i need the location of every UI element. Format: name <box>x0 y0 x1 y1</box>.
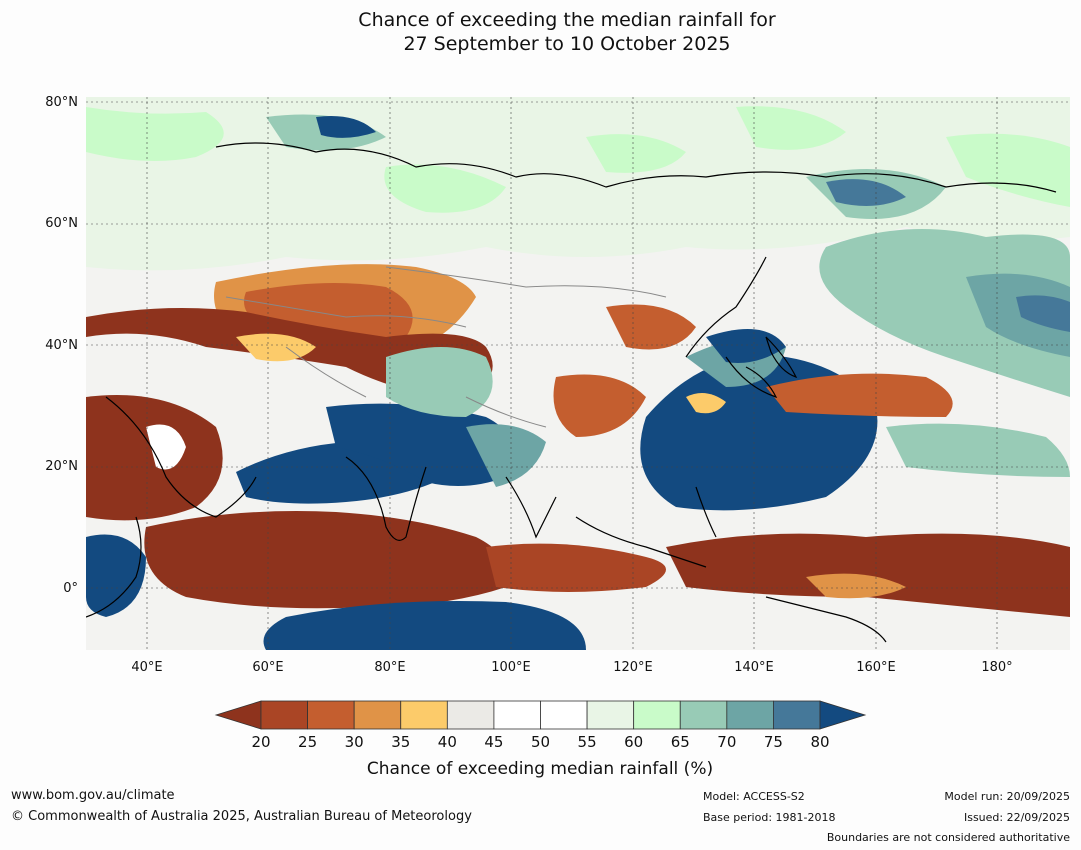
lon-label-80e: 80°E <box>374 660 406 675</box>
colorbar-bin <box>633 700 681 730</box>
map-title: Chance of exceeding the median rainfall … <box>0 8 1081 56</box>
colorbar-bin <box>400 700 448 730</box>
colorbar-tick-label: 60 <box>624 733 644 751</box>
footer-issued: Issued: 22/09/2025 <box>963 811 1070 824</box>
colorbar-bin <box>773 700 821 730</box>
colorbar-tick-label: 50 <box>530 733 551 751</box>
colorbar-tick-label: 55 <box>577 733 597 751</box>
green-patch <box>384 164 506 213</box>
lon-label-120e: 120°E <box>613 660 653 675</box>
east-africa-wet <box>86 534 146 617</box>
footer-model: Model: ACCESS-S2 <box>703 790 805 803</box>
north-china-dry <box>606 304 696 350</box>
colorbar <box>214 700 867 730</box>
white-patch <box>146 424 186 470</box>
lat-label-20n: 20°N <box>45 459 78 474</box>
map-svg <box>86 97 1070 650</box>
india-wet <box>326 403 513 486</box>
footer-disclaimer: Boundaries are not considered authoritat… <box>826 831 1070 844</box>
graticule <box>86 97 1070 650</box>
colorbar-bin <box>260 700 308 730</box>
colorbar-title: Chance of exceeding median rainfall (%) <box>366 759 714 779</box>
country-borders <box>225 266 667 428</box>
colorbar-tick-label: 20 <box>251 733 271 751</box>
colorbar-bin <box>586 700 635 730</box>
footer-url[interactable]: www.bom.gov.au/climate <box>11 788 175 803</box>
lat-label-40n: 40°N <box>45 338 78 353</box>
green-patch <box>946 133 1070 207</box>
green-patch <box>736 106 846 150</box>
colorbar-tick-label: 25 <box>298 733 318 751</box>
indian-ocean-dry <box>144 511 508 609</box>
colorbar-bin <box>540 700 588 730</box>
colorbar-tick-label: 75 <box>763 733 783 751</box>
footer-base-period: Base period: 1981-2018 <box>703 811 836 824</box>
colorbar-bin <box>307 700 355 730</box>
colorbar-tick-label: 80 <box>810 733 830 751</box>
lon-label-40e: 40°E <box>131 660 163 675</box>
bay-of-bengal-teal <box>466 424 546 487</box>
footer-model-run: Model run: 20/09/2025 <box>944 790 1070 803</box>
title-line-1: Chance of exceeding the median rainfall … <box>358 9 776 31</box>
blue-patch <box>316 116 376 138</box>
lat-label-60n: 60°N <box>45 216 78 231</box>
nw-pacific-teal <box>819 229 1070 397</box>
coastlines <box>86 142 1057 643</box>
green-patch <box>586 134 686 173</box>
rainfall-probability-map <box>86 97 1070 650</box>
lat-label-80n: 80°N <box>45 95 78 110</box>
green-patch <box>86 107 224 161</box>
nw-pacific-teal-dark <box>966 273 1070 357</box>
transition-patch <box>686 393 726 414</box>
footer-copyright: © Commonwealth of Australia 2025, Austra… <box>11 809 472 824</box>
colorbar-tick-label: 30 <box>344 733 364 751</box>
north-pacific-dry <box>766 373 953 417</box>
colorbar-bin <box>493 700 541 730</box>
lon-label-100e: 100°E <box>491 660 531 675</box>
colorbar-bin <box>446 700 495 730</box>
colorbar-tick-label: 65 <box>670 733 690 751</box>
lon-label-140e: 140°E <box>734 660 774 675</box>
colorbar-bin <box>679 700 728 730</box>
colorbar-tick-label: 35 <box>391 733 411 751</box>
south-china-dry <box>553 374 646 437</box>
colorbar-tick-label: 40 <box>437 733 457 751</box>
colorbar-tick-label: 70 <box>717 733 737 751</box>
transition-patch <box>806 573 906 599</box>
south-indian-ocean-wet <box>263 601 586 650</box>
colorbar-over-arrow <box>819 700 867 730</box>
lon-label-180: 180° <box>981 660 1013 675</box>
blue-patch <box>1016 295 1070 332</box>
colorbar-bin <box>726 700 774 730</box>
colorbar-tick-label: 45 <box>484 733 504 751</box>
blue-patch <box>826 179 906 206</box>
colorbar-bin <box>353 700 402 730</box>
central-pacific-teal <box>886 423 1070 477</box>
lon-label-160e: 160°E <box>856 660 896 675</box>
colorbar-under-arrow <box>214 700 262 730</box>
title-line-2: 27 September to 10 October 2025 <box>403 33 731 55</box>
equatorial-pacific-dry <box>666 533 1070 617</box>
lon-label-60e: 60°E <box>252 660 284 675</box>
lat-label-0: 0° <box>63 581 78 596</box>
tibet-teal <box>386 347 493 417</box>
maritime-continent-dry <box>486 543 666 592</box>
